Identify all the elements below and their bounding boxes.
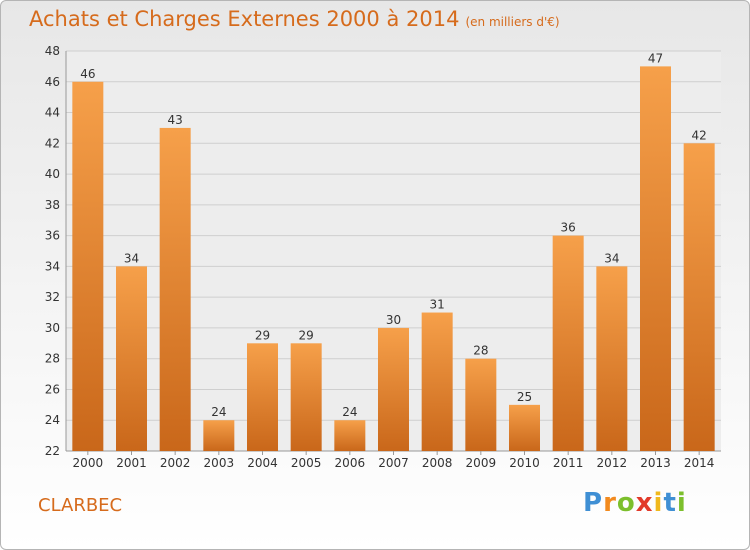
unit-note: (en milliers d'€) bbox=[465, 15, 560, 29]
data-label: 47 bbox=[648, 51, 663, 65]
x-tick-label: 2013 bbox=[640, 456, 671, 470]
x-tick-label: 2000 bbox=[73, 456, 104, 470]
x-tick-label: 2009 bbox=[466, 456, 497, 470]
logo-letter: o bbox=[616, 488, 636, 518]
data-label: 24 bbox=[342, 405, 357, 419]
bar bbox=[72, 81, 104, 452]
y-tick-label: 44 bbox=[45, 106, 60, 120]
bar bbox=[509, 404, 540, 451]
bar bbox=[640, 66, 671, 451]
logo-letter: x bbox=[635, 488, 654, 518]
data-label: 36 bbox=[561, 221, 576, 235]
bar bbox=[334, 420, 366, 451]
data-label: 43 bbox=[168, 113, 183, 127]
chart-title: Achats et Charges Externes 2000 à 2014 (e… bbox=[29, 7, 560, 31]
bar bbox=[247, 343, 278, 451]
y-tick-label: 40 bbox=[45, 167, 60, 181]
y-tick-label: 46 bbox=[45, 75, 60, 89]
y-tick-label: 38 bbox=[45, 198, 60, 212]
bar bbox=[290, 343, 322, 451]
y-tick-label: 30 bbox=[45, 321, 60, 335]
logo-letter: r bbox=[603, 488, 617, 518]
title-text: Achats et Charges Externes 2000 à 2014 bbox=[29, 7, 460, 31]
data-label: 30 bbox=[386, 313, 401, 327]
x-tick-label: 2010 bbox=[509, 456, 540, 470]
x-tick-label: 2011 bbox=[553, 456, 584, 470]
x-tick-label: 2001 bbox=[116, 456, 147, 470]
data-label: 42 bbox=[692, 128, 707, 142]
bar bbox=[116, 266, 147, 451]
logo-letter: t bbox=[663, 488, 677, 518]
bar bbox=[378, 327, 409, 451]
bar bbox=[552, 235, 584, 451]
y-tick-label: 22 bbox=[45, 444, 60, 458]
y-tick-label: 24 bbox=[45, 413, 60, 427]
x-tick-label: 2008 bbox=[422, 456, 453, 470]
y-tick-label: 42 bbox=[45, 136, 60, 150]
bar bbox=[683, 143, 715, 452]
y-tick-label: 36 bbox=[45, 229, 60, 243]
proxiti-logo: Proxiti bbox=[583, 488, 687, 518]
logo-letter: i bbox=[676, 488, 687, 518]
bar bbox=[596, 266, 628, 451]
x-tick-label: 2004 bbox=[247, 456, 278, 470]
data-label: 29 bbox=[299, 328, 314, 342]
x-tick-label: 2006 bbox=[335, 456, 366, 470]
y-tick-label: 26 bbox=[45, 382, 60, 396]
data-label: 29 bbox=[255, 328, 270, 342]
bar bbox=[465, 358, 497, 451]
x-tick-label: 2012 bbox=[597, 456, 628, 470]
data-label: 31 bbox=[430, 298, 445, 312]
x-tick-label: 2005 bbox=[291, 456, 322, 470]
x-tick-label: 2003 bbox=[204, 456, 235, 470]
data-label: 25 bbox=[517, 390, 532, 404]
bar bbox=[159, 127, 191, 451]
y-tick-label: 32 bbox=[45, 290, 60, 304]
place-name: CLARBEC bbox=[38, 495, 123, 516]
x-tick-label: 2002 bbox=[160, 456, 191, 470]
bar bbox=[203, 420, 235, 451]
data-label: 28 bbox=[473, 344, 488, 358]
bar-layer bbox=[72, 66, 715, 452]
y-tick-label: 48 bbox=[45, 44, 60, 58]
label-layer: 22 24 26 28 30 32 34 36 38 40 42 44 46 48 46 2000 34 2001… bbox=[45, 44, 715, 470]
y-tick-label: 28 bbox=[45, 352, 60, 366]
y-tick-label: 34 bbox=[45, 259, 60, 273]
data-label: 24 bbox=[211, 405, 226, 419]
x-tick-label: 2014 bbox=[684, 456, 715, 470]
logo-letter: i bbox=[653, 488, 664, 518]
x-tick-label: 2007 bbox=[378, 456, 409, 470]
data-label: 34 bbox=[604, 251, 619, 265]
bar bbox=[421, 312, 453, 451]
data-label: 46 bbox=[80, 67, 95, 81]
logo-letter: P bbox=[583, 488, 604, 518]
data-label: 34 bbox=[124, 251, 139, 265]
